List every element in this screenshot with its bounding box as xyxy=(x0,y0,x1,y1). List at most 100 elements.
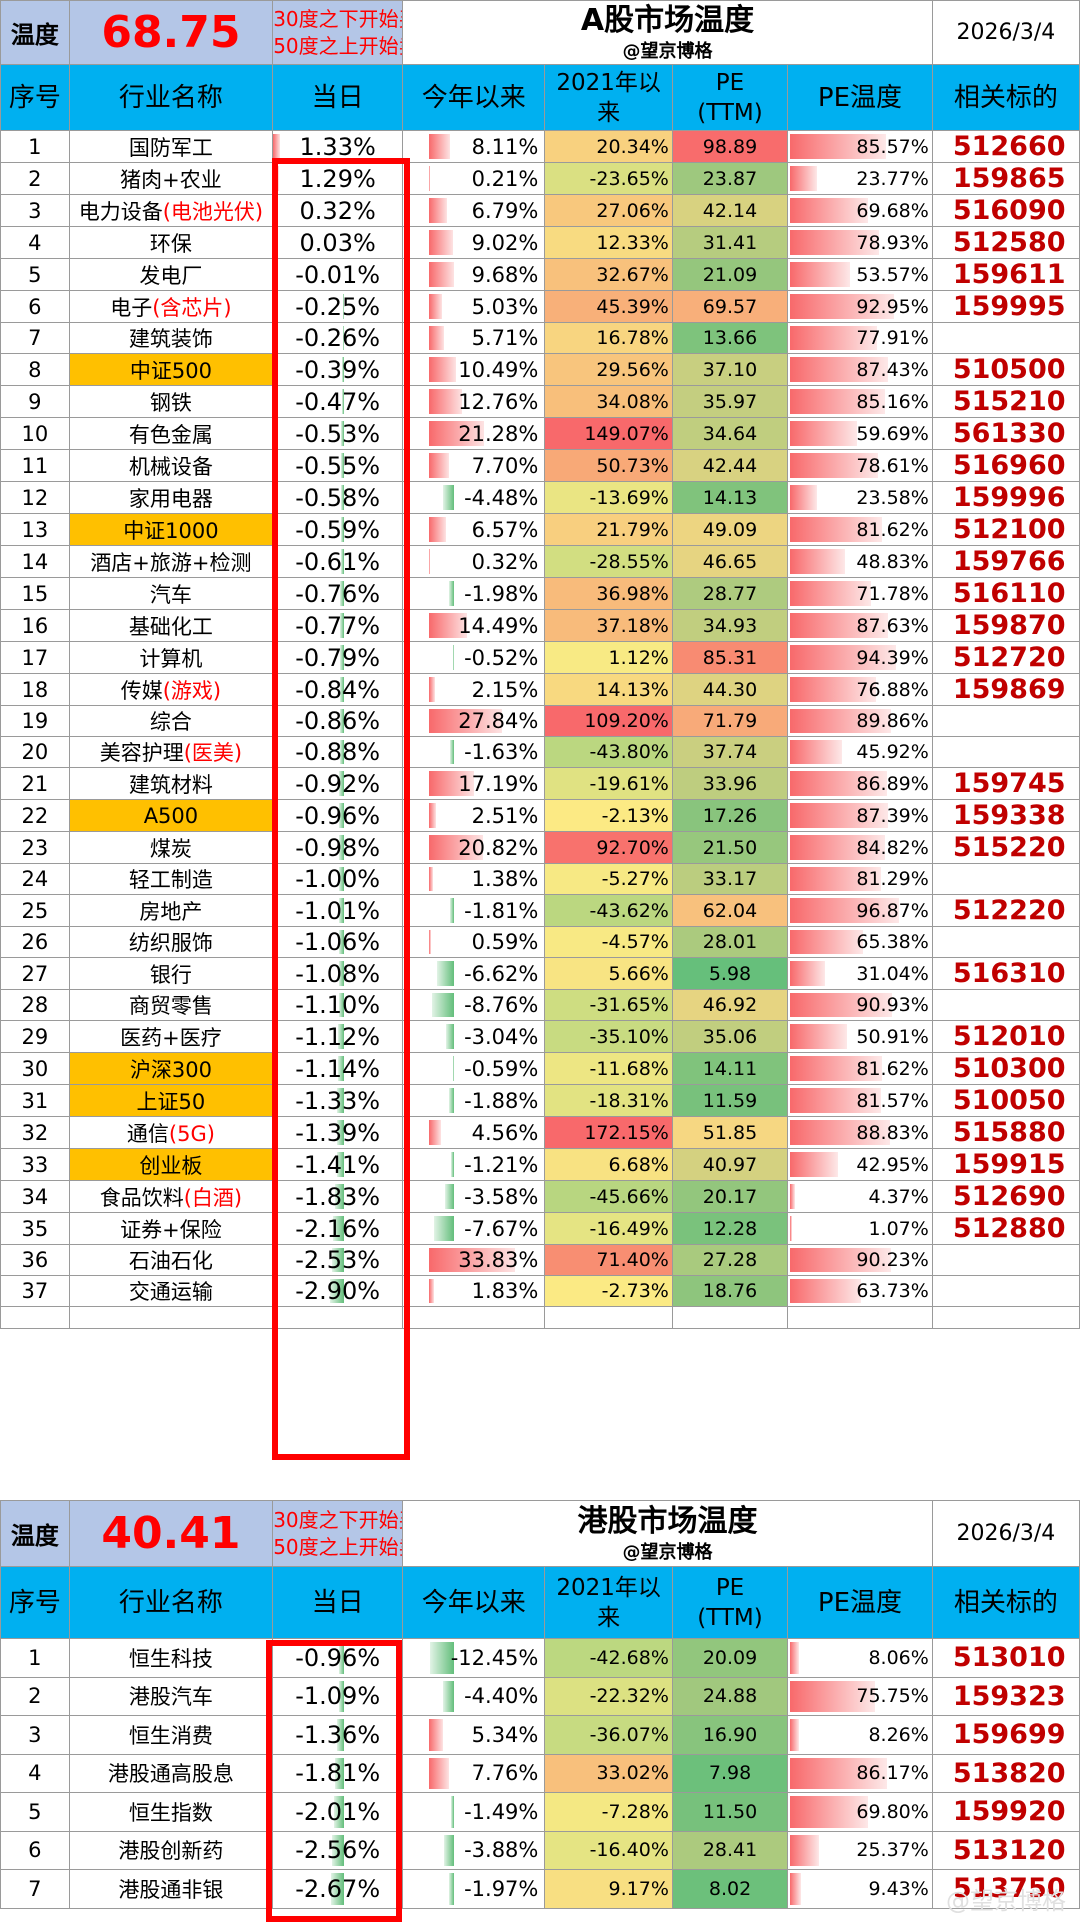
related-fund-code: 510300 xyxy=(931,1052,1080,1085)
daily-bar xyxy=(337,1719,344,1751)
spacer-cell xyxy=(402,1306,546,1329)
since-2021: 71.40% xyxy=(544,1244,673,1276)
since-2021: 5.66% xyxy=(544,957,673,990)
pe-temperature-value: 69.80% xyxy=(856,1800,929,1823)
sector-name-main: 食品饮料 xyxy=(99,1185,184,1210)
ytd-bar xyxy=(452,1056,455,1081)
pe-temperature-value: 42.95% xyxy=(856,1153,929,1176)
daily-bar xyxy=(335,1184,344,1209)
sector-name: 恒生科技 xyxy=(68,1638,274,1678)
pe-temperature: 75.75% xyxy=(787,1676,933,1716)
ytd-change: 9.02% xyxy=(402,226,546,259)
sector-name: 机械设备 xyxy=(68,449,274,482)
ytd-bar xyxy=(429,771,474,796)
spacer-cell xyxy=(544,1306,673,1329)
sector-name: 通信(5G) xyxy=(68,1116,274,1149)
daily-change: -0.88% xyxy=(272,736,404,768)
ytd-change: -4.40% xyxy=(402,1676,546,1716)
ytd-change: 5.34% xyxy=(402,1715,546,1755)
pe-temperature-bar xyxy=(790,1873,801,1905)
ytd-value: 4.56% xyxy=(471,1120,539,1145)
daily-bar xyxy=(338,1056,344,1081)
sector-name-tag: (电池光伏) xyxy=(162,199,264,224)
ytd-bar xyxy=(429,867,433,891)
daily-change: -0.01% xyxy=(272,258,404,291)
daily-value: -0.76% xyxy=(295,579,381,608)
daily-change: -2.53% xyxy=(272,1244,404,1276)
daily-change: -1.81% xyxy=(272,1753,404,1793)
sector-row: 16 基础化工 -0.77% 14.49% 37.18% 34.93 87.63% 15987… xyxy=(0,609,1080,642)
sector-name: 港股通非银 xyxy=(68,1869,274,1909)
ytd-bar xyxy=(429,709,502,733)
ytd-change: 4.56% xyxy=(402,1116,546,1149)
sector-name-main: 电子 xyxy=(110,295,153,320)
column-header-line: (TTM) xyxy=(697,1604,763,1631)
spacer-cell xyxy=(68,1306,274,1329)
daily-bar xyxy=(341,485,344,510)
sector-row: 6 电子(含芯片) -0.25% 5.03% 45.39% 69.57 92.95% 1599… xyxy=(0,290,1080,323)
related-fund-code: 516110 xyxy=(931,577,1080,610)
sector-name: 中证500 xyxy=(68,353,274,386)
daily-value: -1.41% xyxy=(295,1150,381,1179)
sector-name: A500 xyxy=(68,799,274,832)
ytd-change: 6.79% xyxy=(402,194,546,227)
daily-bar xyxy=(338,930,344,954)
daily-value: -0.55% xyxy=(295,451,381,480)
ytd-value: 12.76% xyxy=(458,389,539,414)
column-header: 今年以来 xyxy=(402,1566,546,1639)
daily-value: -2.53% xyxy=(295,1246,381,1274)
since-2021: -35.10% xyxy=(544,1020,673,1053)
daily-bar xyxy=(341,421,344,446)
ytd-value: 27.84% xyxy=(458,709,539,733)
daily-bar xyxy=(340,581,344,606)
pe-temperature-bar xyxy=(790,1184,795,1209)
ytd-change: -12.45% xyxy=(402,1638,546,1678)
ytd-change: -0.52% xyxy=(402,641,546,674)
daily-change: -0.26% xyxy=(272,322,404,354)
pe-temperature-value: 53.57% xyxy=(856,263,929,286)
pe-temperature-bar xyxy=(790,961,825,986)
row-index: 15 xyxy=(0,577,70,610)
row-index: 6 xyxy=(0,290,70,323)
pe-temperature: 84.82% xyxy=(787,831,933,864)
row-index: 3 xyxy=(0,194,70,227)
ytd-change: 21.28% xyxy=(402,417,546,450)
daily-value: -1.08% xyxy=(295,959,381,988)
pe-ttm: 5.98 xyxy=(671,957,789,990)
daily-change: -1.14% xyxy=(272,1052,404,1085)
related-fund-code: 159915 xyxy=(931,1148,1080,1181)
pe-temperature-value: 88.83% xyxy=(856,1121,929,1144)
since-2021: 29.56% xyxy=(544,353,673,386)
pe-temperature-value: 48.83% xyxy=(856,550,929,573)
daily-value: -1.01% xyxy=(295,896,381,925)
ytd-bar xyxy=(429,1120,441,1145)
ytd-value: -1.21% xyxy=(464,1152,539,1177)
sector-row: 31 上证50 -1.33% -1.88% -18.31% 11.59 81.57% 5100… xyxy=(0,1084,1080,1117)
ytd-change: -1.98% xyxy=(402,577,546,610)
ytd-bar xyxy=(429,326,444,350)
pe-ttm: 31.41 xyxy=(671,226,789,259)
pe-temperature-bar xyxy=(790,517,882,542)
ytd-bar xyxy=(450,1796,455,1828)
related-fund-code: 159699 xyxy=(931,1715,1080,1755)
daily-value: -2.01% xyxy=(295,1797,381,1826)
ytd-change: -7.67% xyxy=(402,1212,546,1245)
pe-temperature-value: 1.07% xyxy=(868,1217,929,1240)
ytd-bar xyxy=(429,262,455,287)
pe-temperature-bar xyxy=(790,549,845,574)
pe-temperature-value: 89.86% xyxy=(856,710,929,732)
daily-bar xyxy=(331,1873,344,1905)
related-fund-code xyxy=(931,926,1080,958)
daily-bar xyxy=(342,326,344,350)
daily-value: -2.56% xyxy=(295,1836,381,1865)
ytd-change: 7.76% xyxy=(402,1753,546,1793)
pe-temperature: 50.91% xyxy=(787,1020,933,1053)
pe-ttm: 28.41 xyxy=(671,1830,789,1870)
daily-bar xyxy=(334,1796,344,1828)
pe-temperature-bar xyxy=(790,357,889,382)
since-2021: 37.18% xyxy=(544,609,673,642)
ytd-bar xyxy=(429,389,463,414)
row-index: 7 xyxy=(0,1869,70,1909)
pe-ttm: 33.17 xyxy=(671,863,789,895)
daily-bar xyxy=(335,1757,344,1789)
